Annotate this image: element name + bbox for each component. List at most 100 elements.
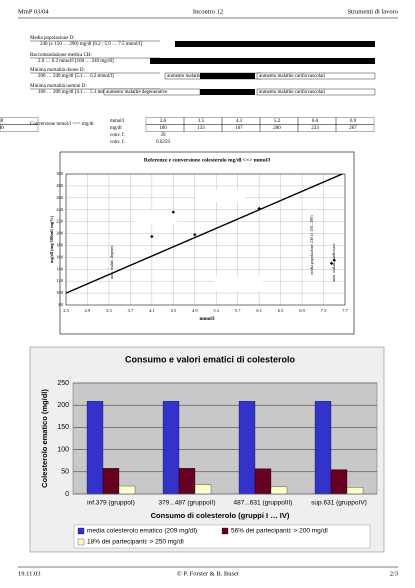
- x-tick-label: 4.5: [170, 308, 176, 313]
- legend-label: 18% dei partecipanti: > 250 mg/dl: [87, 539, 184, 546]
- bar: [314, 401, 332, 495]
- x-tick-label: 4.1: [149, 308, 155, 313]
- legend-label: 56% dei partecipanti: > 200 mg/dl: [231, 528, 328, 535]
- x-tick-label: 3.7: [128, 308, 134, 313]
- info-text: 240 (± 150 … 290) mg/dl [6.2 : 5.9 … 7.5…: [40, 42, 142, 47]
- chart-title: Consumo e valori ematici di colesterolo: [125, 354, 296, 364]
- info-label: Minima mortalità uomini D:: [30, 84, 87, 89]
- header-left: MmP 03/04: [18, 8, 49, 15]
- y-tick-label: 280: [56, 183, 64, 188]
- bar: [86, 401, 104, 495]
- table-cell: 100: [159, 126, 167, 131]
- y-tick-label: 50: [61, 469, 69, 476]
- bar: [238, 401, 256, 495]
- table-cell: 2.6: [160, 119, 167, 124]
- footer-center: © P. Forster & B. Buser: [177, 570, 240, 577]
- header-right: Strumenti di lavoro: [347, 8, 398, 15]
- y-tick-label: 200: [57, 402, 69, 409]
- point: [257, 206, 261, 211]
- legend-swatch: [77, 527, 85, 535]
- table-cell: 6.9: [350, 119, 357, 124]
- x-tick-label: 4.9: [192, 308, 198, 313]
- x-tick-label: inf.379 (gruppoI): [87, 500, 135, 507]
- table-cell: mmol/l: [110, 119, 125, 124]
- range-bar: [175, 41, 375, 47]
- table-cell: 267: [349, 126, 357, 131]
- y-tick-label: 150: [57, 424, 69, 431]
- y-tick-label: 220: [56, 219, 64, 224]
- y-tick-label: 300: [56, 171, 64, 176]
- line: [66, 174, 345, 294]
- y-tick-label: 140: [56, 266, 64, 271]
- x-tick-label: 6.5: [278, 308, 284, 313]
- y-tick-label: 240: [56, 207, 64, 212]
- bar: [118, 485, 136, 495]
- x-tick-label: 7.7: [342, 308, 348, 313]
- bar: [330, 469, 348, 495]
- table-title: Conversione mmol/l <=> mg/dl: [30, 122, 94, 127]
- x-tick-label: 5.3: [213, 308, 219, 313]
- x-tick-label: 2.9: [85, 308, 91, 313]
- y-axis-label: mg/dl (mg/100ml; mg%): [49, 215, 54, 263]
- y-tick-label: 120: [56, 278, 64, 283]
- legend-swatch: [221, 527, 229, 535]
- info-text: 160 … 200 mg/dl [4.1 … 5.1 mmol/l]: [38, 90, 114, 95]
- footer-right: 2/3: [390, 570, 398, 577]
- table-cell: 4.3: [236, 119, 243, 124]
- info-text: 2.6 … 6.2 mmol/l [100 … 240 mg/dl]: [38, 59, 114, 64]
- info-label: Media popolazione D:: [30, 36, 75, 41]
- x-tick-label: 3.3: [106, 308, 112, 313]
- range-bar: [200, 73, 255, 79]
- info-label: Raccomandazione medica CH:: [30, 53, 92, 58]
- point: [171, 210, 176, 214]
- bar: [194, 484, 212, 495]
- y-tick-label: 0: [65, 491, 69, 498]
- x-tick-label: 2.5: [63, 308, 69, 313]
- annotation: aum. malatt. cardiovasc.: [331, 243, 336, 282]
- blank-box: [135, 210, 177, 224]
- table-cell: 3.5: [198, 119, 205, 124]
- info-text: 200 … 240 mg/dl [5.1 … 6.2 mmol/l]: [38, 74, 114, 79]
- y-tick-label: 100: [57, 446, 69, 453]
- x-axis-label: mmol/l: [200, 317, 216, 322]
- note-box: [256, 72, 376, 80]
- x-tick-label: sup.631 (gruppoIV): [311, 500, 367, 507]
- table-cell: 200: [273, 126, 281, 131]
- plot-border: [65, 173, 346, 306]
- blank-box: [195, 190, 245, 202]
- point: [193, 233, 197, 237]
- note: aumento malattie cardiovascolari: [259, 74, 326, 79]
- table-cell: 6.0: [312, 119, 319, 124]
- note: aumento malattie cardiovascolari: [259, 90, 326, 95]
- annotation: aum. malatt. degener.: [109, 245, 114, 279]
- note: aumento malattie degenerative: [167, 74, 229, 79]
- x-tick-label: 6.1: [256, 308, 262, 313]
- y-tick-label: 260: [56, 195, 64, 200]
- header-center: Incontro 12: [193, 8, 223, 15]
- y-tick-label: 200: [56, 231, 64, 236]
- bar: [178, 468, 196, 495]
- table-cell: conv. f.: [110, 133, 125, 138]
- table-cell: mg/dl: [110, 126, 122, 131]
- legend-box: [73, 524, 371, 549]
- table-cell: 300: [0, 126, 4, 131]
- table-cell: conv. f.: [110, 140, 125, 145]
- x-tick-label: 379...487 (gruppoII): [158, 500, 215, 507]
- legend-swatch: [77, 538, 85, 546]
- footer-left: 19.11.03: [18, 570, 41, 577]
- x-axis-label: Consumo di colesterolo (gruppi I … IV): [151, 511, 290, 520]
- table-cell: 133: [197, 126, 205, 131]
- table-cell: 167: [235, 126, 243, 131]
- x-tick-label: 7.3: [321, 308, 327, 313]
- range-bar: [150, 58, 375, 64]
- y-tick-label: 180: [56, 242, 64, 247]
- y-tick-label: 250: [57, 380, 69, 387]
- bar: [102, 468, 120, 495]
- y-axis-label: Colesterolo ematico (mg/dl): [40, 389, 49, 488]
- note: aumento malattie degenerative: [106, 90, 168, 95]
- y-tick-label: 80: [59, 302, 64, 307]
- y-tick-label: 160: [56, 254, 64, 259]
- table-cell: 233: [311, 126, 319, 131]
- bar: [346, 487, 364, 495]
